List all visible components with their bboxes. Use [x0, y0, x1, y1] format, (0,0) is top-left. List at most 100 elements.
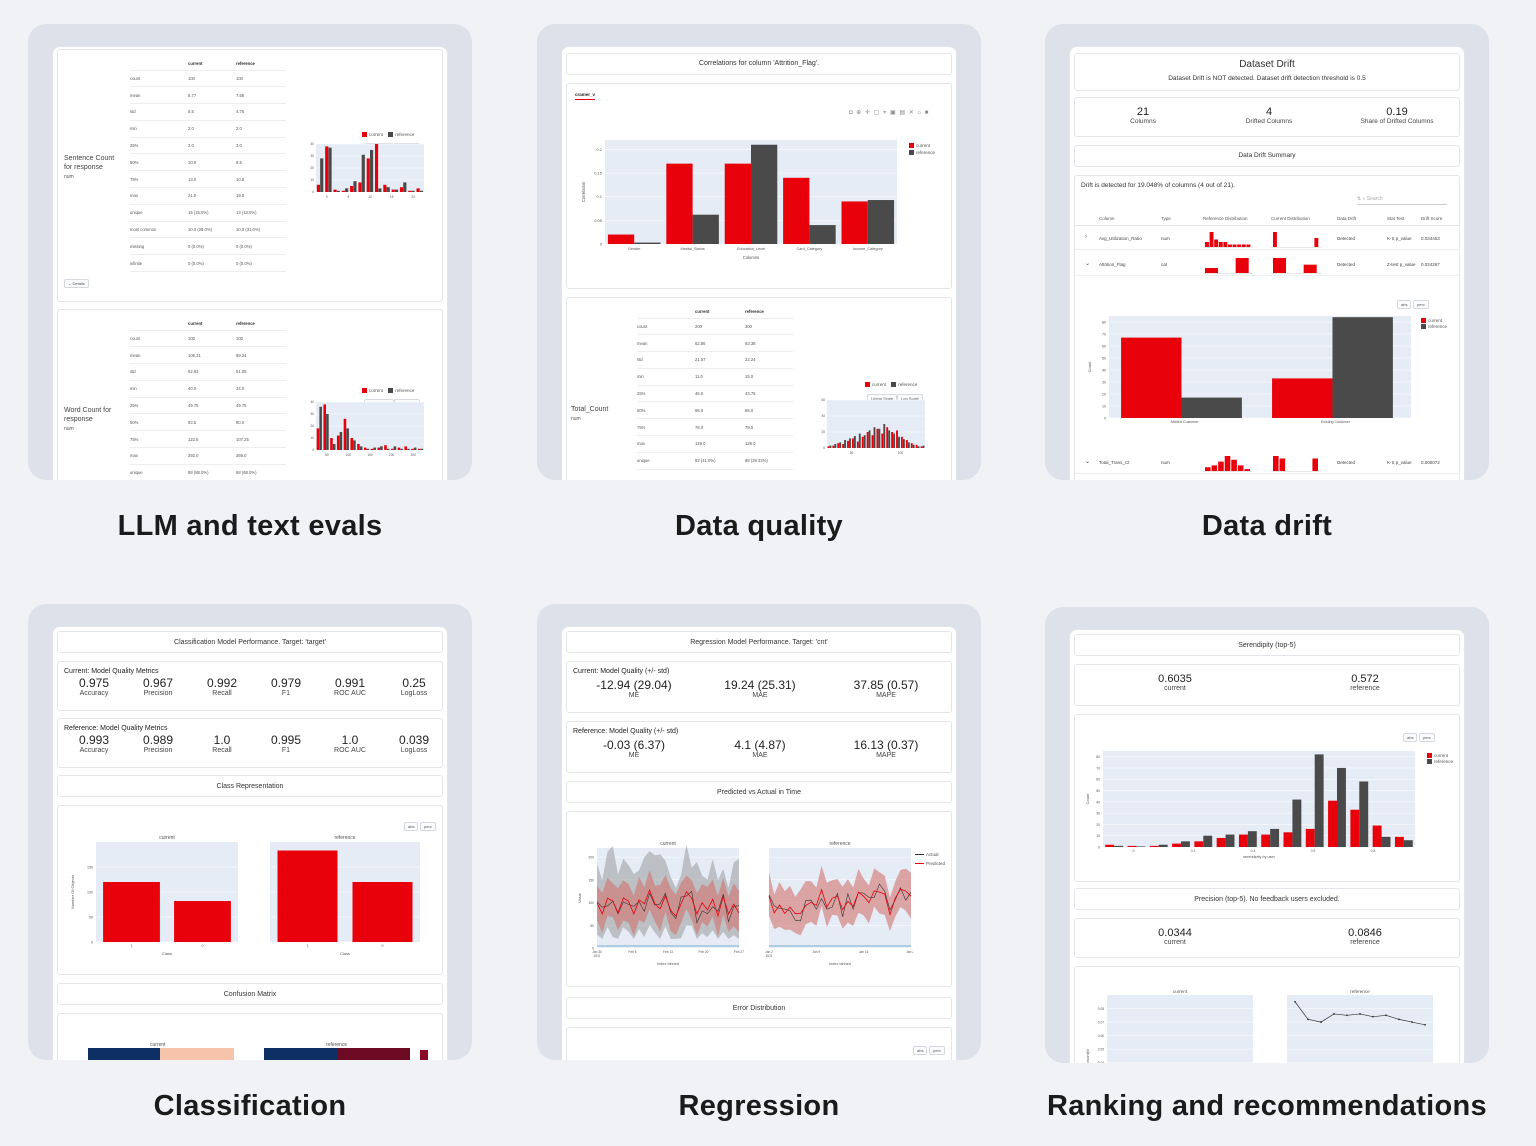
table-cell: 10.0: [188, 153, 236, 172]
expand-chevron-icon[interactable]: ⌄: [1085, 261, 1091, 267]
table-cell: 51.05: [236, 363, 286, 381]
ranking-card[interactable]: Serendipity (top-5) 0.6035 current 0.572 r…: [1045, 607, 1489, 1063]
sparkline-bar: [1303, 264, 1317, 273]
x-tick-label: 1: [307, 944, 309, 948]
perc-button[interactable]: perc: [929, 1046, 945, 1055]
classification-card[interactable]: Classification Model Performance. Target…: [28, 604, 472, 1060]
table-cell: min: [130, 380, 188, 398]
class-representation-chart: current 0 50 100 150 1 0 Class reference 1 0 Class N…: [70, 835, 420, 956]
y-tick-label: 40: [1096, 800, 1100, 804]
x-tick-label: Gender: [628, 247, 641, 251]
data-quality-card[interactable]: Correlations for column 'Attrition_Flag'…: [537, 24, 981, 480]
bar-reference: [386, 187, 390, 192]
caption-data-drift: Data drift: [1201, 510, 1333, 542]
actual-line: [768, 883, 912, 922]
abs-button[interactable]: abs: [404, 822, 419, 831]
sparkline-bar: [1273, 258, 1287, 273]
x-tick-label: Jan 16: [859, 950, 869, 954]
y-axis-label: Count: [1085, 793, 1090, 805]
bar-current: [341, 190, 345, 192]
x-tick-label: 15: [390, 195, 394, 199]
y-tick-label: 0: [600, 242, 603, 247]
table-cell: max: [130, 447, 188, 465]
bar-current: [666, 163, 693, 244]
chart-legend: Actual Predicted: [915, 850, 945, 868]
plot-toolbar[interactable]: ◘ ⊕ ✛ ▢ ⌖ ▣ ▤ ✕ ⌂ ■: [849, 110, 930, 116]
y-tick-label: 40: [310, 142, 314, 146]
regression-card[interactable]: Regression Model Performance. Target: 'c…: [537, 604, 981, 1060]
abs-button[interactable]: abs: [1403, 733, 1418, 742]
perc-button[interactable]: perc: [1419, 733, 1435, 742]
precision-current: 0.0344 current: [1158, 927, 1192, 946]
bar-current: [1172, 843, 1181, 847]
table-cell: 7.58: [236, 86, 286, 105]
metric-precision: 0.989 Precision: [142, 733, 174, 754]
drift-table-row[interactable]: ⌄ Attrition_Flag cat Detected Z-test p_value…: [1075, 254, 1459, 276]
column-header[interactable]: Data Drift: [1337, 216, 1357, 221]
bar-current: [1238, 834, 1248, 847]
y-tick-label: 70: [1096, 766, 1100, 770]
column-header[interactable]: Reference Distribution: [1203, 216, 1248, 221]
search-input[interactable]: ⇅ ⌕ Search: [1357, 196, 1447, 205]
table-cell: 100: [236, 70, 286, 88]
column-header[interactable]: Drift Score: [1421, 216, 1443, 221]
bar-current: [333, 189, 337, 192]
table-cell: 82 (41.0%): [695, 452, 745, 470]
llm-card[interactable]: Sentence Count for response num current r…: [28, 24, 472, 480]
serendipity-title: Serendipity (top-5): [1238, 642, 1296, 649]
y-tick-label: 30: [1102, 381, 1106, 385]
perc-button[interactable]: perc: [1413, 300, 1429, 309]
x-tick-label: 20: [411, 195, 415, 199]
tab-cramer-v[interactable]: cramer_v: [575, 92, 596, 100]
perc-button[interactable]: perc: [420, 822, 436, 831]
data-drift-card[interactable]: Dataset Drift Dataset Drift is NOT detec…: [1045, 24, 1489, 480]
sparkline-bar: [1224, 456, 1231, 471]
bar-current: [1127, 845, 1137, 847]
bar-reference: [839, 442, 842, 448]
table-cell: 2.0: [188, 137, 236, 155]
table-row: max 129.0 126.0: [637, 435, 793, 453]
abs-button[interactable]: abs: [1397, 300, 1412, 309]
plot-area: [1287, 995, 1433, 1063]
drift-table-header: Column Type Reference Distribution Current …: [1075, 212, 1459, 226]
sentence-count-label: Sentence Count for response: [64, 155, 115, 171]
bar-current: [399, 187, 404, 192]
class-representation-title-panel: Class Representation: [57, 775, 443, 797]
bar-reference: [1359, 781, 1369, 847]
subplot-title: current: [159, 835, 175, 841]
column-header[interactable]: Type: [1161, 216, 1171, 221]
column-header[interactable]: Column: [1099, 216, 1115, 221]
drift-table-row[interactable]: › Avg_Utilization_Ratio num Detected K-S p_v…: [1075, 228, 1459, 250]
search-icon: ⇅ ⌕: [1357, 196, 1367, 202]
current-distribution-sparkline: [1271, 258, 1321, 274]
y-tick-label: 150: [87, 866, 93, 870]
bar-current: [1272, 378, 1333, 418]
metric-mape: 37.85 (0.57) MAPE: [853, 678, 919, 699]
abs-button[interactable]: abs: [913, 1046, 928, 1055]
table-cell: 100: [188, 330, 236, 348]
y-tick-label: 20: [1102, 393, 1106, 397]
sparkline-bar: [1211, 465, 1218, 471]
expand-chevron-icon[interactable]: ›: [1085, 234, 1087, 240]
table-cell: 100: [188, 70, 236, 88]
precision-point: [1385, 1014, 1387, 1017]
subplot-title: reference: [829, 841, 850, 847]
bar-current: [357, 444, 360, 450]
y-tick-label: 0.15: [594, 171, 603, 176]
details-button[interactable]: ⌄ Details: [64, 279, 89, 288]
table-cell: most common: [130, 221, 188, 239]
y-tick-label: 0: [312, 448, 314, 452]
table-cell: 22.24: [745, 351, 793, 369]
bar-reference: [346, 428, 349, 450]
bar-current: [856, 441, 859, 448]
table-cell: 15.0: [745, 368, 793, 386]
column-header[interactable]: Current Distribution: [1271, 216, 1310, 221]
drift-table-row[interactable]: ⌄ Total_Trans_Ct num Detected K-S p_value 0.0…: [1075, 452, 1459, 474]
column-header[interactable]: Stat Test: [1387, 216, 1405, 221]
bar-reference: [366, 448, 370, 450]
y-tick-label: 50: [1096, 789, 1100, 793]
reg-reference-metrics-panel: Reference: Model Quality (+/- std) -0.03…: [566, 721, 952, 773]
bar-current: [871, 435, 874, 448]
expand-chevron-icon[interactable]: ⌄: [1085, 459, 1091, 465]
bar-reference: [912, 444, 915, 448]
